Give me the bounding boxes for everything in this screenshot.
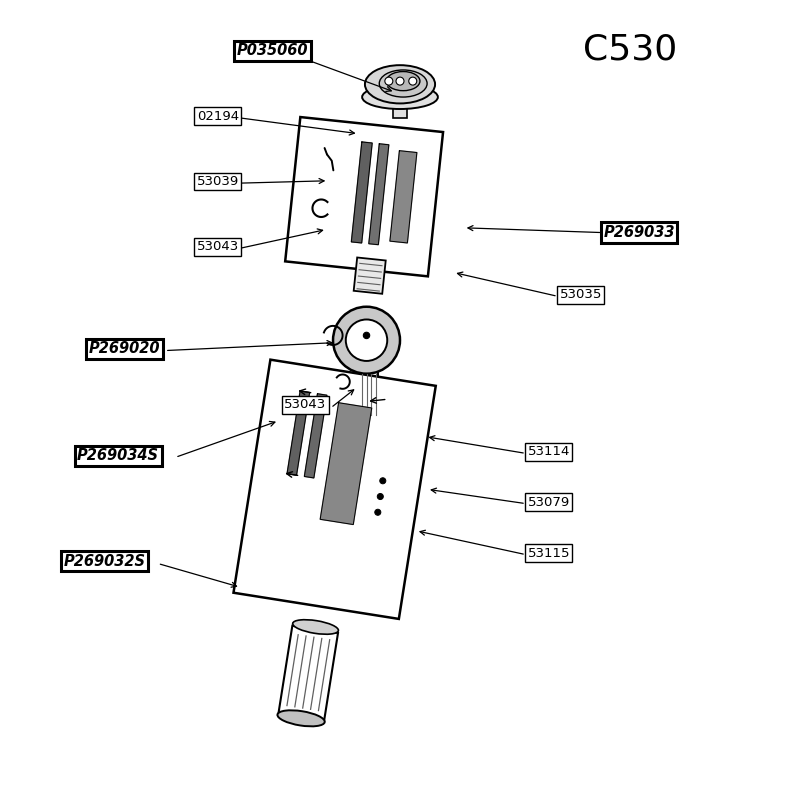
Polygon shape (358, 371, 378, 418)
Ellipse shape (362, 85, 438, 109)
Ellipse shape (365, 65, 435, 103)
Circle shape (380, 478, 386, 484)
Polygon shape (393, 102, 407, 118)
Circle shape (333, 306, 400, 374)
Ellipse shape (293, 620, 338, 634)
Ellipse shape (278, 710, 325, 726)
Text: 53079: 53079 (527, 495, 570, 509)
Text: P269020: P269020 (89, 342, 161, 357)
Circle shape (363, 332, 370, 338)
Polygon shape (351, 142, 372, 243)
Circle shape (385, 77, 393, 85)
Polygon shape (278, 626, 338, 719)
Text: P035060: P035060 (237, 43, 308, 58)
Polygon shape (354, 258, 386, 294)
Polygon shape (287, 391, 310, 475)
Polygon shape (390, 150, 417, 243)
Circle shape (396, 77, 404, 85)
Circle shape (378, 494, 383, 499)
Circle shape (374, 510, 381, 515)
Text: 53114: 53114 (527, 446, 570, 458)
Text: P269034S: P269034S (77, 448, 159, 463)
Polygon shape (369, 144, 389, 245)
Polygon shape (304, 394, 327, 478)
Text: 53035: 53035 (559, 288, 602, 302)
Circle shape (346, 319, 387, 361)
Text: 02194: 02194 (197, 110, 239, 122)
Text: P269033: P269033 (603, 225, 674, 240)
Text: P269032S: P269032S (63, 554, 146, 569)
Text: 53039: 53039 (197, 175, 239, 188)
Polygon shape (285, 117, 443, 276)
Circle shape (409, 77, 417, 85)
Text: 53043: 53043 (197, 241, 239, 254)
Text: 53043: 53043 (285, 398, 326, 411)
Ellipse shape (379, 70, 427, 97)
Text: C530: C530 (583, 32, 678, 66)
Ellipse shape (386, 71, 420, 90)
Polygon shape (234, 360, 436, 619)
Text: 53115: 53115 (527, 546, 570, 559)
Polygon shape (320, 402, 372, 525)
